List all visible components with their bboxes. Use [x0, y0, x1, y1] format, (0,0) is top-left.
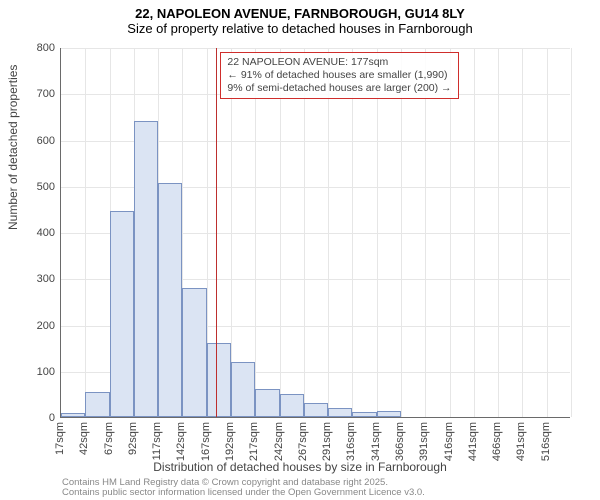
y-tick-label: 200 [15, 320, 55, 332]
histogram-bar [304, 403, 328, 417]
gridline-v [450, 48, 451, 417]
annotation-box: 22 NAPOLEON AVENUE: 177sqm ← 91% of deta… [220, 52, 458, 99]
gridline-v [498, 48, 499, 417]
x-tick-label: 391sqm [418, 422, 430, 461]
histogram-bar [61, 413, 85, 417]
histogram-bar [158, 183, 182, 417]
histogram-bar [280, 394, 304, 417]
x-tick-label: 491sqm [515, 422, 527, 461]
histogram-bar [377, 411, 401, 417]
x-tick-label: 291sqm [321, 422, 333, 461]
x-axis-label: Distribution of detached houses by size … [0, 460, 600, 474]
y-tick-label: 800 [15, 42, 55, 54]
histogram-bar [352, 412, 376, 417]
gridline-v [401, 48, 402, 417]
annotation-line3: 9% of semi-detached houses are larger (2… [227, 82, 451, 95]
y-tick-label: 400 [15, 227, 55, 239]
gridline-v [474, 48, 475, 417]
x-tick-label: 167sqm [200, 422, 212, 461]
x-tick-label: 117sqm [151, 422, 163, 460]
x-tick-label: 466sqm [491, 422, 503, 461]
gridline-v [280, 48, 281, 417]
histogram-bar [110, 211, 134, 417]
gridline-v [425, 48, 426, 417]
histogram-bar [85, 392, 109, 417]
reference-line [216, 48, 217, 417]
histogram-bar [182, 288, 206, 418]
gridline-v [571, 48, 572, 417]
x-tick-label: 42sqm [78, 422, 90, 455]
x-tick-label: 92sqm [127, 422, 139, 455]
y-tick-label: 100 [15, 366, 55, 378]
gridline-v [255, 48, 256, 417]
x-tick-label: 67sqm [103, 422, 115, 455]
x-tick-label: 341sqm [370, 422, 382, 461]
gridline-v [547, 48, 548, 417]
y-tick-label: 600 [15, 135, 55, 147]
x-tick-label: 217sqm [248, 422, 260, 461]
x-tick-label: 316sqm [345, 422, 357, 461]
y-tick-label: 700 [15, 88, 55, 100]
y-tick-label: 0 [15, 412, 55, 424]
x-tick-label: 142sqm [175, 422, 187, 461]
gridline-v [304, 48, 305, 417]
annotation-line2: ← 91% of detached houses are smaller (1,… [227, 69, 451, 82]
gridline-v [522, 48, 523, 417]
histogram-bar [328, 408, 352, 417]
x-tick-label: 416sqm [443, 422, 455, 461]
chart-container: 22, NAPOLEON AVENUE, FARNBOROUGH, GU14 8… [0, 0, 600, 500]
chart-footer: Contains HM Land Registry data © Crown c… [62, 478, 425, 499]
histogram-bar [255, 389, 279, 417]
annotation-line1: 22 NAPOLEON AVENUE: 177sqm [227, 56, 451, 69]
y-tick-label: 500 [15, 181, 55, 193]
x-tick-label: 267sqm [297, 422, 309, 461]
chart-title-line2: Size of property relative to detached ho… [0, 21, 600, 36]
footer-line2: Contains public sector information licen… [62, 488, 425, 498]
x-tick-label: 242sqm [273, 422, 285, 461]
plot-area: 22 NAPOLEON AVENUE: 177sqm ← 91% of deta… [60, 48, 570, 418]
gridline-h [61, 48, 570, 49]
gridline-v [85, 48, 86, 417]
x-tick-label: 17sqm [54, 422, 66, 455]
chart-title-line1: 22, NAPOLEON AVENUE, FARNBOROUGH, GU14 8… [0, 0, 600, 21]
y-tick-label: 300 [15, 273, 55, 285]
histogram-bar [231, 362, 255, 418]
gridline-v [328, 48, 329, 417]
histogram-bar [134, 121, 158, 417]
x-tick-label: 366sqm [394, 422, 406, 461]
histogram-bar [207, 343, 231, 417]
x-tick-label: 516sqm [540, 422, 552, 461]
x-tick-label: 441sqm [467, 422, 479, 461]
gridline-v [377, 48, 378, 417]
x-tick-label: 192sqm [224, 422, 236, 461]
gridline-v [352, 48, 353, 417]
